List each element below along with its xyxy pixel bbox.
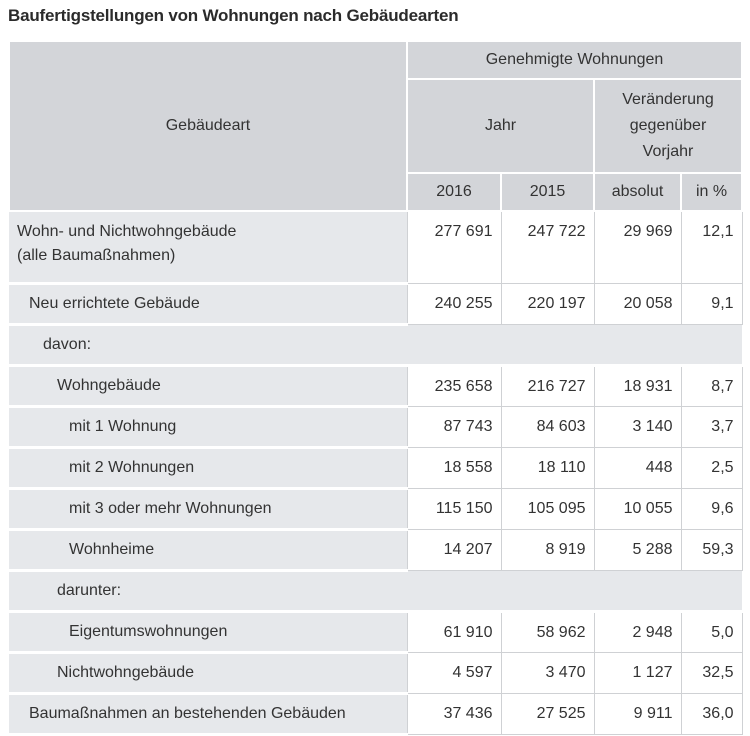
- value-cell: 105 095: [500, 488, 595, 530]
- table-row: Eigentumswohnungen 61 910 58 962 2 948 5,0: [9, 611, 743, 654]
- header-gebaeudeart: Gebäudeart: [8, 40, 408, 212]
- value-cell: 87 743: [406, 406, 502, 448]
- value-cell: 61 910: [406, 611, 502, 653]
- table-row: Wohngebäude 235 658 216 727 18 931 8,7: [9, 365, 743, 408]
- value-cell: 240 255: [406, 283, 502, 325]
- value-cell: 2,5: [680, 447, 743, 489]
- value-cell: 18 110: [500, 447, 595, 489]
- table-row: davon:: [9, 324, 743, 367]
- value-cell: 235 658: [406, 365, 502, 407]
- row-label: mit 3 oder mehr Wohnungen: [9, 488, 407, 531]
- table-row: mit 3 oder mehr Wohnungen 115 150 105 095 1…: [9, 488, 743, 531]
- row-label-text: Wohn- und Nichtwohngebäude: [17, 223, 237, 240]
- row-label-text: mit 3 oder mehr Wohnungen: [69, 500, 272, 517]
- header-in-percent: in %: [679, 172, 744, 212]
- value-cell: 1 127: [593, 652, 682, 694]
- value-cell: 37 436: [406, 693, 502, 735]
- row-label-text: davon:: [43, 336, 92, 353]
- row-label-text: mit 2 Wohnungen: [69, 459, 195, 476]
- header-absolut: absolut: [593, 172, 682, 212]
- value-cell: 3 470: [500, 652, 595, 694]
- value-cell: 9,1: [680, 283, 743, 325]
- row-label: Eigentumswohnungen: [9, 611, 407, 654]
- table-row: Wohnheime 14 207 8 919 5 288 59,3: [9, 529, 743, 572]
- value-cell: 20 058: [593, 283, 682, 325]
- row-label-text: Nichtwohngebäude: [57, 664, 194, 681]
- row-label-text: mit 1 Wohnung: [69, 418, 177, 435]
- table-row: Wohn- und Nichtwohngebäude (alle Baumaßna…: [9, 210, 743, 285]
- row-label: Wohnheime: [9, 529, 407, 572]
- value-cell: 18 931: [593, 365, 682, 407]
- header-veraenderung-text: Veränderung gegenüber Vorjahr: [622, 91, 714, 160]
- row-label: mit 1 Wohnung: [9, 406, 407, 449]
- row-label-text: Neu errichtete Gebäude: [29, 295, 200, 312]
- row-label: Nichtwohngebäude: [9, 652, 407, 695]
- value-cell: 14 207: [406, 529, 502, 571]
- header-jahr: Jahr: [406, 78, 595, 174]
- row-label: davon:: [9, 324, 743, 367]
- value-cell: 29 969: [593, 210, 682, 284]
- value-cell: 27 525: [500, 693, 595, 735]
- table-row: Baumaßnahmen an bestehenden Gebäuden 37 4…: [9, 693, 743, 736]
- value-cell: 12,1: [680, 210, 743, 284]
- value-cell: 8,7: [680, 365, 743, 407]
- row-label: Wohngebäude: [9, 365, 407, 408]
- value-cell: 2 948: [593, 611, 682, 653]
- row-label-text: Wohngebäude: [57, 377, 161, 394]
- value-cell: 9,6: [680, 488, 743, 530]
- row-label: Wohn- und Nichtwohngebäude (alle Baumaßna…: [9, 211, 407, 285]
- row-label-text-2: (alle Baumaßnahmen): [17, 247, 176, 264]
- value-cell: 58 962: [500, 611, 595, 653]
- value-cell: 32,5: [680, 652, 743, 694]
- table-row: Nichtwohngebäude 4 597 3 470 1 127 32,5: [9, 652, 743, 695]
- value-cell: 10 055: [593, 488, 682, 530]
- value-cell: 18 558: [406, 447, 502, 489]
- header-genehmigte-wohnungen: Genehmigte Wohnungen: [405, 40, 744, 80]
- value-cell: 8 919: [500, 529, 595, 571]
- value-cell: 448: [593, 447, 682, 489]
- value-cell: 277 691: [406, 210, 502, 284]
- header-2016: 2016: [406, 172, 502, 212]
- value-cell: 216 727: [500, 365, 595, 407]
- value-cell: 3,7: [680, 406, 743, 448]
- data-table: Gebäudeart Genehmigte Wohnungen Jahr Ver…: [8, 40, 744, 736]
- table-title: Baufertigstellungen von Wohnungen nach G…: [8, 6, 459, 25]
- header-2015: 2015: [500, 172, 595, 212]
- row-label: Neu errichtete Gebäude: [9, 283, 407, 326]
- header-veraenderung: Veränderung gegenüber Vorjahr: [592, 78, 744, 174]
- value-cell: 9 911: [593, 693, 682, 735]
- row-label-text: Eigentumswohnungen: [69, 623, 228, 640]
- row-label-text: Baumaßnahmen an bestehenden Gebäuden: [29, 705, 346, 722]
- row-label: darunter:: [9, 570, 743, 613]
- value-cell: 36,0: [680, 693, 743, 735]
- table-row: mit 2 Wohnungen 18 558 18 110 448 2,5: [9, 447, 743, 490]
- value-cell: 4 597: [406, 652, 502, 694]
- value-cell: 5 288: [593, 529, 682, 571]
- table-row: darunter:: [9, 570, 743, 613]
- value-cell: 3 140: [593, 406, 682, 448]
- row-label: mit 2 Wohnungen: [9, 447, 407, 490]
- value-cell: 115 150: [406, 488, 502, 530]
- value-cell: 220 197: [500, 283, 595, 325]
- value-cell: 59,3: [680, 529, 743, 571]
- table-row: Neu errichtete Gebäude 240 255 220 197 20 0…: [9, 283, 743, 326]
- table-row: mit 1 Wohnung 87 743 84 603 3 140 3,7: [9, 406, 743, 449]
- row-label-text: darunter:: [57, 582, 122, 599]
- value-cell: 247 722: [500, 210, 595, 284]
- row-label-text: Wohnheime: [69, 541, 155, 558]
- row-label: Baumaßnahmen an bestehenden Gebäuden: [9, 693, 407, 736]
- value-cell: 5,0: [680, 611, 743, 653]
- value-cell: 84 603: [500, 406, 595, 448]
